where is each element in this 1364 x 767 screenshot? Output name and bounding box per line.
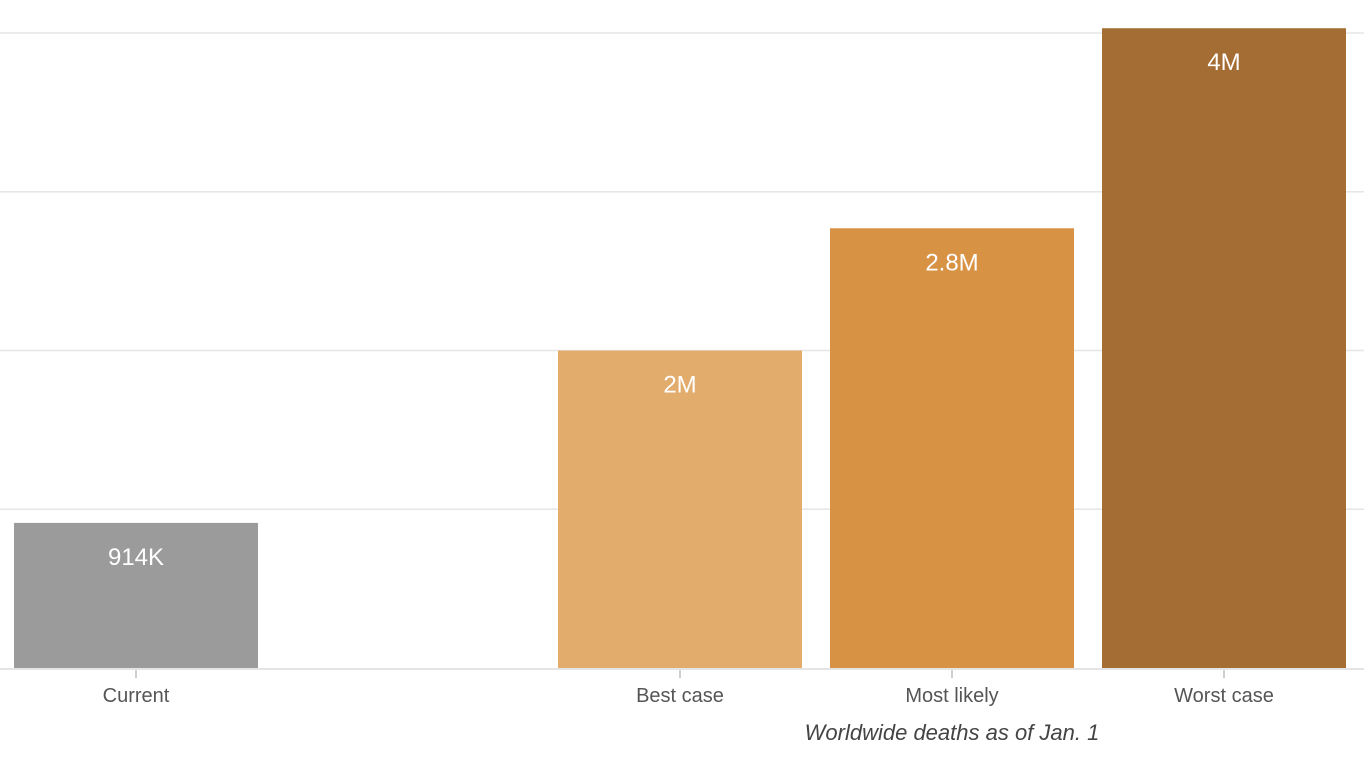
category-label-most-likely: Most likely — [905, 685, 998, 707]
bar-most-likely — [830, 228, 1074, 668]
category-label-current: Current — [103, 685, 170, 707]
category-labels: Current Best case Most likely Worst case — [103, 685, 1274, 707]
bar-best-case — [558, 350, 802, 668]
value-label-most-likely: 2.8M — [925, 249, 978, 276]
value-label-current: 914K — [108, 544, 164, 571]
value-label-best-case: 2M — [663, 372, 696, 399]
group-label: Worldwide deaths as of Jan. 1 — [805, 720, 1100, 745]
x-axis-ticks — [135, 670, 1225, 678]
value-labels: 914K 2M 2.8M 4M — [108, 49, 1241, 571]
category-label-best-case: Best case — [636, 685, 724, 707]
category-label-worst-case: Worst case — [1174, 685, 1274, 707]
bar-current — [14, 522, 258, 668]
bars — [14, 28, 1346, 669]
value-label-worst-case: 4M — [1207, 49, 1240, 76]
bar-worst-case — [1102, 28, 1346, 669]
